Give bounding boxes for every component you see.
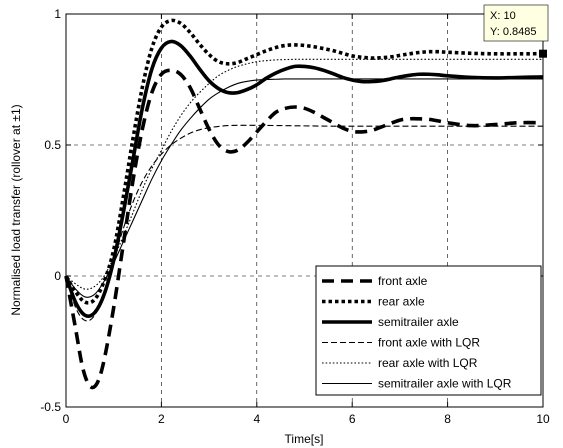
datatip-box (483, 4, 549, 42)
x-tick-label: 8 (444, 412, 451, 426)
y-axis-label: Normalised load transfer (rollover at ±1… (9, 104, 23, 315)
x-tick-label: 0 (63, 412, 70, 426)
datatip-y-text: Y: 0.8485 (490, 26, 537, 38)
x-tick-label: 2 (158, 412, 165, 426)
plot-frame (65, 13, 544, 408)
series-line-5 (65, 78, 543, 298)
x-tick-label: 4 (253, 412, 260, 426)
series-line-2 (64, 39, 544, 318)
legend-box (315, 265, 542, 396)
y-tick-label: -0.5 (40, 400, 61, 414)
datatip-x-text: X: 10 (490, 10, 516, 22)
legend-entry-label: semitrailer axle with LQR (378, 377, 512, 391)
legend-entry-label: rear axle (378, 295, 425, 309)
legend-entry-label: semitrailer axle (378, 315, 459, 329)
series-line-1 (64, 18, 544, 305)
x-axis-label: Time[s] (285, 432, 324, 446)
series-line-0 (64, 68, 544, 390)
legend-entry-label: rear axle with LQR (378, 356, 478, 370)
y-tick-label: 1 (54, 7, 61, 21)
legend-entry-label: front axle (378, 274, 428, 288)
series-lines (64, 18, 544, 390)
series-line-4 (65, 58, 543, 290)
x-tick-label: 6 (349, 412, 356, 426)
y-tick-label: 0.5 (44, 138, 61, 152)
legend: front axle rear axle semitrailer axle front… (315, 265, 542, 396)
x-tick-label: 10 (536, 412, 550, 426)
datatip[interactable]: X: 10 Y: 0.8485 (483, 4, 549, 58)
datatip-marker (539, 49, 547, 58)
y-tick-label: 0 (54, 269, 61, 283)
tick-labels: 0 2 4 6 8 10-0.500.51 (40, 7, 550, 426)
legend-entry-label: front axle with LQR (378, 336, 480, 350)
